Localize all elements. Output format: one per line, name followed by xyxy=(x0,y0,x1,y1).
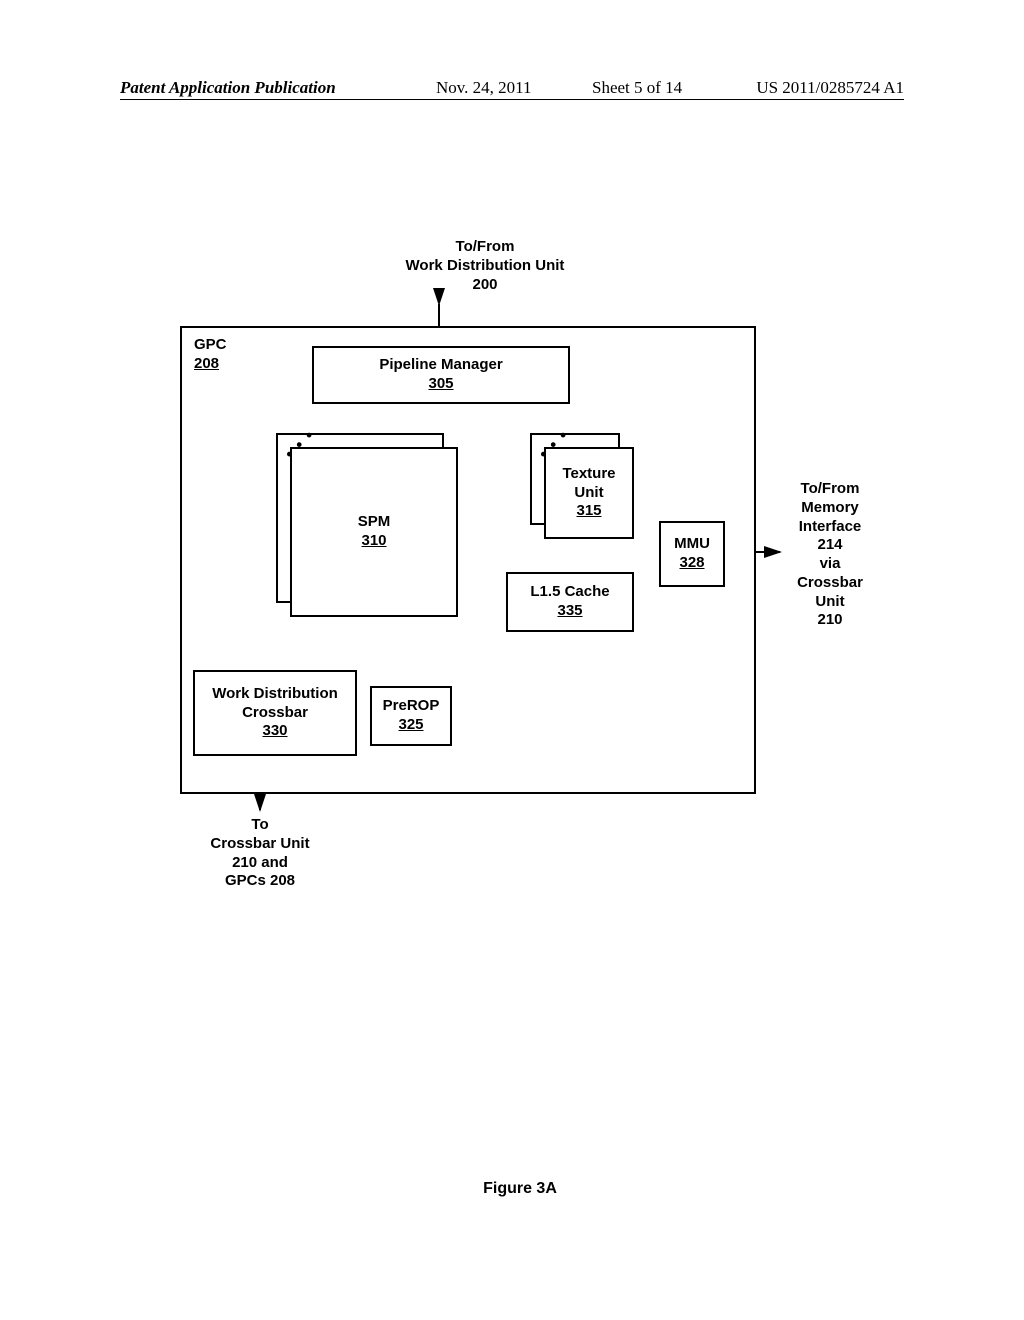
wdc-box: Work Distribution Crossbar 330 xyxy=(193,670,357,756)
gpc-ref: 208 xyxy=(194,355,219,374)
pipeline-ref: 305 xyxy=(428,375,453,394)
header-docket: US 2011/0285724 A1 xyxy=(756,78,904,98)
header-date: Nov. 24, 2011 xyxy=(436,78,532,98)
mmu-box: MMU 328 xyxy=(659,521,725,587)
mmu-title: MMU xyxy=(674,535,710,554)
mmu-ref: 328 xyxy=(679,554,704,573)
texture-title1: Texture xyxy=(562,465,615,484)
spm-box: SPM 310 xyxy=(290,447,458,617)
wdc-title1: Work Distribution xyxy=(212,685,338,704)
header-sheet: Sheet 5 of 14 xyxy=(592,78,682,98)
cache-title: L1.5 Cache xyxy=(530,583,609,602)
cache-ref: 335 xyxy=(557,602,582,621)
texture-box: Texture Unit 315 xyxy=(544,447,634,539)
wdc-title2: Crossbar xyxy=(242,704,308,723)
label-top-l1: To/From xyxy=(355,238,615,257)
header-left: Patent Application Publication xyxy=(120,78,336,98)
prerop-box: PreROP 325 xyxy=(370,686,452,746)
pipeline-title: Pipeline Manager xyxy=(379,356,502,375)
cache-box: L1.5 Cache 335 xyxy=(506,572,634,632)
spm-title: SPM xyxy=(358,513,391,532)
figure-caption: Figure 3A xyxy=(160,1180,880,1198)
header-rule xyxy=(120,99,904,100)
prerop-ref: 325 xyxy=(398,716,423,735)
wdc-ref: 330 xyxy=(262,722,287,741)
spm-ref: 310 xyxy=(361,532,386,551)
texture-ref: 315 xyxy=(576,502,601,521)
prerop-title: PreROP xyxy=(383,697,440,716)
gpc-title: GPC xyxy=(194,336,227,355)
diagram-container: To/From Work Distribution Unit 200 To/Fr… xyxy=(160,270,880,970)
pipeline-box: Pipeline Manager 305 xyxy=(312,346,570,404)
texture-title2: Unit xyxy=(574,484,603,503)
